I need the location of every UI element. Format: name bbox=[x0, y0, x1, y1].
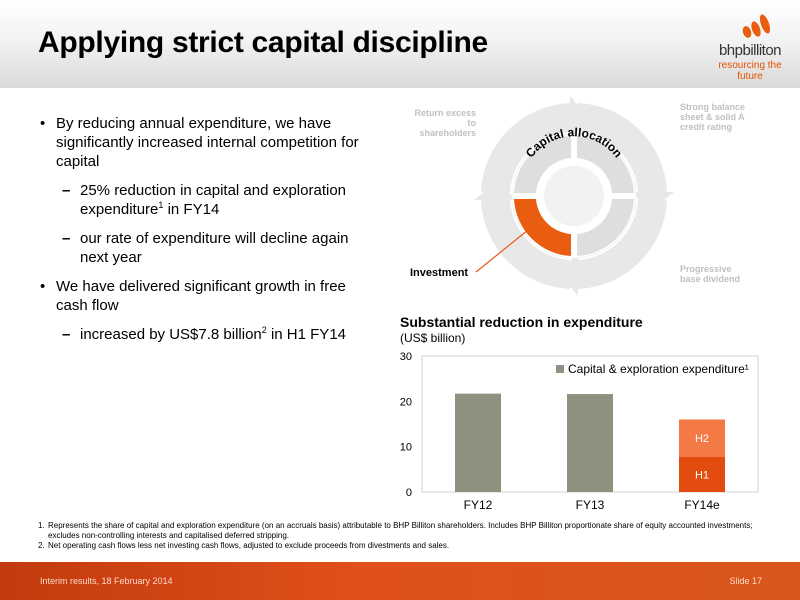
slide-title: Applying strict capital discipline bbox=[38, 26, 488, 59]
footnote-marker: 1 bbox=[158, 200, 164, 210]
company-logo: bhpbilliton resourcing the future bbox=[708, 12, 792, 82]
bullet-dot-icon: • bbox=[40, 278, 46, 295]
bullet-text-tail: in H1 FY14 bbox=[266, 326, 347, 343]
ring-arrow-icon bbox=[560, 252, 578, 296]
ring-segment-bottom-left bbox=[481, 200, 570, 289]
footnotes: 1. Represents the share of capital and e… bbox=[38, 521, 778, 552]
y-tick-label: 20 bbox=[400, 396, 412, 408]
x-tick-label: FY12 bbox=[464, 498, 493, 512]
expenditure-bar-chart: 0 10 20 30 FY12 FY13 H1 H2 FY14e Capital & explor… bbox=[400, 351, 759, 512]
legend-label: Capital & exploration expenditure¹ bbox=[568, 362, 749, 376]
sub-bullet-item: – 25% reduction in capital and explorati… bbox=[38, 181, 368, 219]
ring-segment-top-right bbox=[578, 103, 667, 192]
bar-h2 bbox=[679, 419, 725, 457]
ring-segment-top-left bbox=[481, 103, 570, 192]
y-tick-label: 0 bbox=[406, 487, 412, 499]
inner-segment-top-right bbox=[577, 136, 634, 193]
logo-mark-icon bbox=[742, 14, 771, 38]
footnote: 1. Represents the share of capital and e… bbox=[38, 521, 778, 540]
slide-number: Slide 17 bbox=[729, 576, 762, 586]
dash-icon: – bbox=[62, 230, 71, 247]
y-tick-label: 10 bbox=[400, 442, 412, 454]
chart-title: Substantial reduction in expenditure bbox=[400, 314, 643, 330]
logo-tagline: resourcing the future bbox=[718, 60, 782, 82]
bullet-text: increased by US$7.8 billion bbox=[80, 326, 262, 343]
ring-arrow-icon bbox=[630, 192, 674, 210]
legend-swatch bbox=[556, 365, 564, 373]
logo-name: bhpbilliton bbox=[718, 42, 782, 59]
investment-leader-line bbox=[475, 229, 529, 273]
bullet-text: We have delivered significant growth in … bbox=[56, 278, 346, 314]
label-return-excess: Return excess to shareholders bbox=[414, 108, 476, 138]
ring-arrow-icon bbox=[474, 182, 518, 200]
bullet-text: By reducing annual expenditure, we have … bbox=[56, 115, 359, 170]
bar-segment-label: H1 bbox=[695, 469, 709, 481]
bullet-text: 25% reduction in capital and exploration… bbox=[80, 182, 347, 218]
footer-bar bbox=[0, 562, 800, 600]
bullet-text-tail: in FY14 bbox=[163, 201, 220, 218]
bullet-list: • By reducing annual expenditure, we hav… bbox=[38, 114, 368, 354]
footnote-marker: 2 bbox=[261, 325, 267, 335]
footnote-text: Represents the share of capital and expl… bbox=[48, 521, 753, 540]
sub-bullet-item: – increased by US$7.8 billion2 in H1 FY1… bbox=[38, 325, 368, 344]
footnote-text: Net operating cash flows less net invest… bbox=[48, 541, 450, 550]
y-tick-label: 30 bbox=[400, 351, 412, 363]
bullet-item: • We have delivered significant growth i… bbox=[38, 277, 368, 315]
sub-bullet-item: – our rate of expenditure will decline a… bbox=[38, 229, 368, 267]
inner-segment-investment bbox=[514, 199, 571, 256]
bar-capital-exploration-expenditure bbox=[455, 393, 501, 492]
dash-icon: – bbox=[62, 326, 71, 343]
label-progressive-dividend: Progressive base dividend bbox=[680, 264, 741, 284]
title-bar bbox=[0, 0, 800, 88]
footnote-number: 2. bbox=[38, 541, 45, 550]
bullet-dot-icon: • bbox=[40, 115, 46, 132]
chart-subtitle: (US$ billion) bbox=[400, 331, 466, 345]
footnote: 2. Net operating cash flows less net inv… bbox=[38, 541, 778, 551]
inner-segment-bottom-right bbox=[577, 199, 634, 256]
label-investment: Investment bbox=[410, 267, 469, 279]
ring-arrow-icon bbox=[570, 96, 588, 140]
bar-h1 bbox=[679, 456, 725, 492]
bar-segment-label: H2 bbox=[695, 433, 709, 445]
ring-segment-bottom-right bbox=[578, 200, 667, 289]
label-strong-balance: Strong balance sheet & solid A credit ra… bbox=[680, 102, 746, 132]
dash-icon: – bbox=[62, 182, 71, 199]
capital-allocation-diagram: Capital allocation bbox=[474, 96, 674, 296]
footnote-number: 1. bbox=[38, 521, 45, 530]
bar-capital-exploration-expenditure bbox=[567, 394, 613, 492]
bullet-item: • By reducing annual expenditure, we hav… bbox=[38, 114, 368, 171]
x-tick-label: FY13 bbox=[576, 498, 605, 512]
bullet-text: our rate of expenditure will decline aga… bbox=[80, 230, 349, 266]
inner-segment-top-left bbox=[514, 136, 571, 193]
footer-event: Interim results, 18 February 2014 bbox=[40, 576, 173, 586]
x-tick-label: FY14e bbox=[684, 498, 720, 512]
